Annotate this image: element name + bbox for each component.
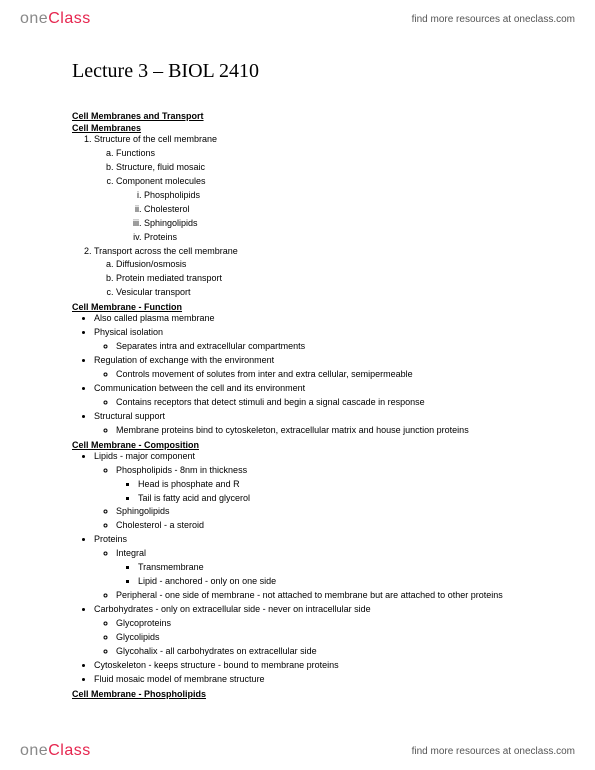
list-item: Transport across the cell membrane Diffu… (94, 245, 535, 301)
list-item: Separates intra and extracellular compar… (116, 340, 535, 354)
item-text: Communication between the cell and its e… (94, 383, 305, 393)
section-head-function: Cell Membrane - Function (72, 302, 535, 312)
list-item: Transmembrane (138, 561, 535, 575)
list-item: Integral Transmembrane Lipid - anchored … (116, 547, 535, 589)
logo-text-one: one (20, 10, 48, 28)
header-resources-link[interactable]: find more resources at oneclass.com (412, 14, 575, 25)
logo-text-class: Class (48, 10, 91, 28)
list-item: Cholesterol (144, 203, 535, 217)
list-item: Structure, fluid mosaic (116, 161, 535, 175)
list-item: Communication between the cell and its e… (94, 382, 535, 410)
list-item: Structural support Membrane proteins bin… (94, 410, 535, 438)
footer-resources-link[interactable]: find more resources at oneclass.com (412, 746, 575, 757)
list-item: Cytoskeleton - keeps structure - bound t… (94, 659, 535, 673)
item-text: Lipids - major component (94, 451, 195, 461)
item-text: Proteins (94, 534, 127, 544)
item-text: Component molecules (116, 176, 206, 186)
list-item: Sphingolipids (144, 217, 535, 231)
list-item: Controls movement of solutes from inter … (116, 368, 535, 382)
list-item: Proteins (144, 231, 535, 245)
list-item: Glycohalix - all carbohydrates on extrac… (116, 645, 535, 659)
brand-logo-footer: oneClass (20, 742, 91, 760)
list-item: Functions (116, 147, 535, 161)
list-item: Membrane proteins bind to cytoskeleton, … (116, 424, 535, 438)
item-text: Structure of the cell membrane (94, 134, 217, 144)
item-text: Phospholipids - 8nm in thickness (116, 465, 247, 475)
item-text: Transport across the cell membrane (94, 246, 238, 256)
list-item: Sphingolipids (116, 505, 535, 519)
list-item: Contains receptors that detect stimuli a… (116, 396, 535, 410)
list-item: Protein mediated transport (116, 272, 535, 286)
item-text: Regulation of exchange with the environm… (94, 355, 274, 365)
list-item: Cholesterol - a steroid (116, 519, 535, 533)
list-item: Fluid mosaic model of membrane structure (94, 673, 535, 687)
logo-text-one: one (20, 742, 48, 760)
list-item: Physical isolation Separates intra and e… (94, 326, 535, 354)
item-text: Physical isolation (94, 327, 163, 337)
section-head-membranes: Cell Membranes (72, 123, 535, 133)
list-item: Head is phosphate and R (138, 478, 535, 492)
item-text: Carbohydrates - only on extracellular si… (94, 604, 371, 614)
list-item: Glycolipids (116, 631, 535, 645)
brand-logo: oneClass (20, 10, 91, 28)
page-title: Lecture 3 – BIOL 2410 (72, 60, 535, 83)
list-item: Regulation of exchange with the environm… (94, 354, 535, 382)
item-text: Structural support (94, 411, 165, 421)
list-item: Lipid - anchored - only on one side (138, 575, 535, 589)
list-item: Vesicular transport (116, 286, 535, 300)
list-item: Tail is fatty acid and glycerol (138, 492, 535, 506)
list-item: Glycoproteins (116, 617, 535, 631)
composition-list: Lipids - major component Phospholipids -… (72, 450, 535, 687)
logo-text-class: Class (48, 742, 91, 760)
list-item: Component molecules Phospholipids Choles… (116, 175, 535, 245)
outline-list: Structure of the cell membrane Functions… (72, 133, 535, 300)
list-item: Also called plasma membrane (94, 312, 535, 326)
list-item: Phospholipids - 8nm in thickness Head is… (116, 464, 535, 506)
list-item: Proteins Integral Transmembrane Lipid - … (94, 533, 535, 603)
function-list: Also called plasma membrane Physical iso… (72, 312, 535, 437)
list-item: Carbohydrates - only on extracellular si… (94, 603, 535, 659)
section-head-transport: Cell Membranes and Transport (72, 111, 535, 121)
list-item: Phospholipids (144, 189, 535, 203)
list-item: Peripheral - one side of membrane - not … (116, 589, 535, 603)
section-head-composition: Cell Membrane - Composition (72, 440, 535, 450)
section-head-phospholipids: Cell Membrane - Phospholipids (72, 689, 535, 699)
page-footer: oneClass find more resources at oneclass… (0, 732, 595, 770)
list-item: Structure of the cell membrane Functions… (94, 133, 535, 245)
list-item: Lipids - major component Phospholipids -… (94, 450, 535, 534)
list-item: Diffusion/osmosis (116, 258, 535, 272)
item-text: Integral (116, 548, 146, 558)
page-header: oneClass find more resources at oneclass… (0, 0, 595, 38)
document-content: Lecture 3 – BIOL 2410 Cell Membranes and… (72, 60, 535, 699)
